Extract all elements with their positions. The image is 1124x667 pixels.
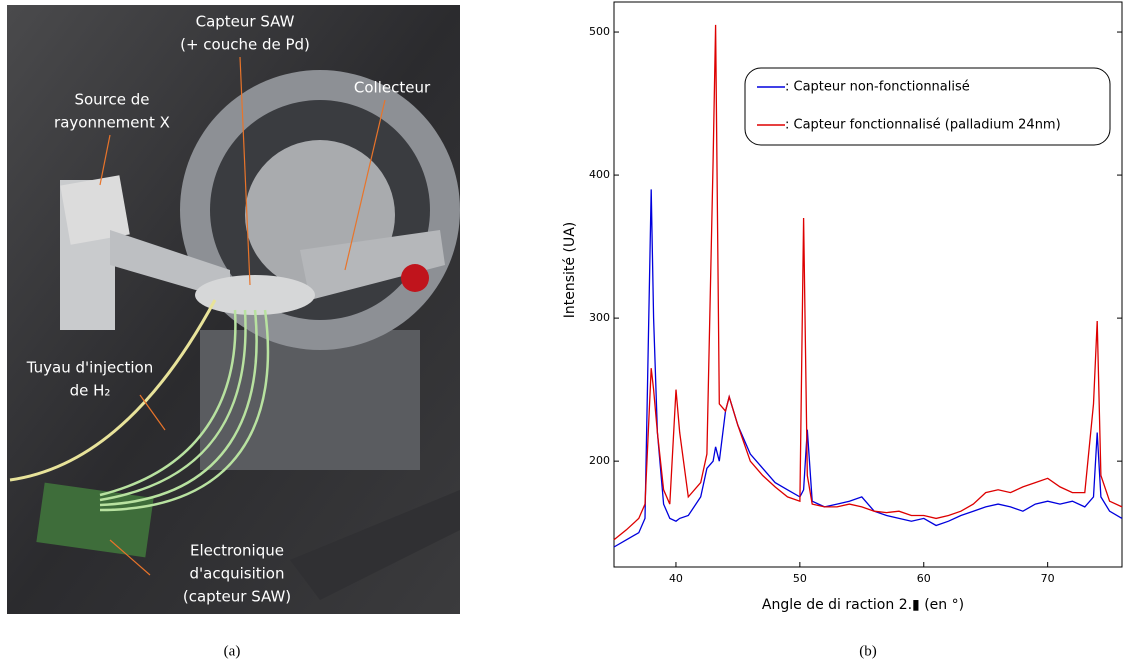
legend-label: : Capteur fonctionnalisé (palladium 24nm… (785, 118, 1061, 133)
y-axis-label: Intensité (UA) (562, 222, 578, 318)
photo-label: de H₂ (70, 382, 111, 400)
leader-line (344, 99, 386, 271)
data-line (613, 189, 1123, 548)
photo-label: Collecteur (354, 79, 431, 97)
photo (7, 5, 460, 614)
y-tick-label: 300 (589, 311, 610, 324)
leader-line (99, 134, 111, 186)
photo-label: rayonnement X (54, 114, 170, 132)
x-axis-label: Angle de di raction 2.▮ (en °) (762, 597, 964, 613)
photo-label: d'acquisition (190, 565, 285, 583)
y-tick-label: 400 (589, 168, 610, 181)
photo-label: Electronique (190, 542, 284, 560)
x-tick-label: 50 (793, 572, 807, 585)
photo-label: (capteur SAW) (183, 588, 291, 606)
plot-frame (613, 1, 1123, 568)
data-line (613, 24, 1123, 541)
x-tick-label: 60 (917, 572, 931, 585)
photo-labels: Capteur SAW (+ couche de Pd) Source de rayo… (26, 13, 431, 606)
photo-label: Tuyau d'injection (26, 359, 153, 377)
legend-box (744, 67, 1111, 146)
y-tick-label: 200 (589, 454, 610, 467)
chart: 200 300 400 500 40 50 60 70 Angle de di raction … (562, 1, 1123, 613)
photo-label: (+ couche de Pd) (180, 36, 310, 54)
leader-line (109, 539, 151, 576)
photo-label: Capteur SAW (196, 13, 295, 31)
leader-line (239, 56, 251, 286)
panel-caption: (a) (224, 643, 241, 659)
x-tick-label: 70 (1041, 572, 1055, 585)
y-tick-label: 500 (589, 25, 610, 38)
photo-label: Source de (74, 91, 149, 109)
legend-label: : Capteur non-fonctionnalisé (785, 80, 970, 95)
x-tick-label: 40 (669, 572, 683, 585)
panel-caption: (b) (859, 643, 877, 659)
leader-line (139, 394, 166, 431)
